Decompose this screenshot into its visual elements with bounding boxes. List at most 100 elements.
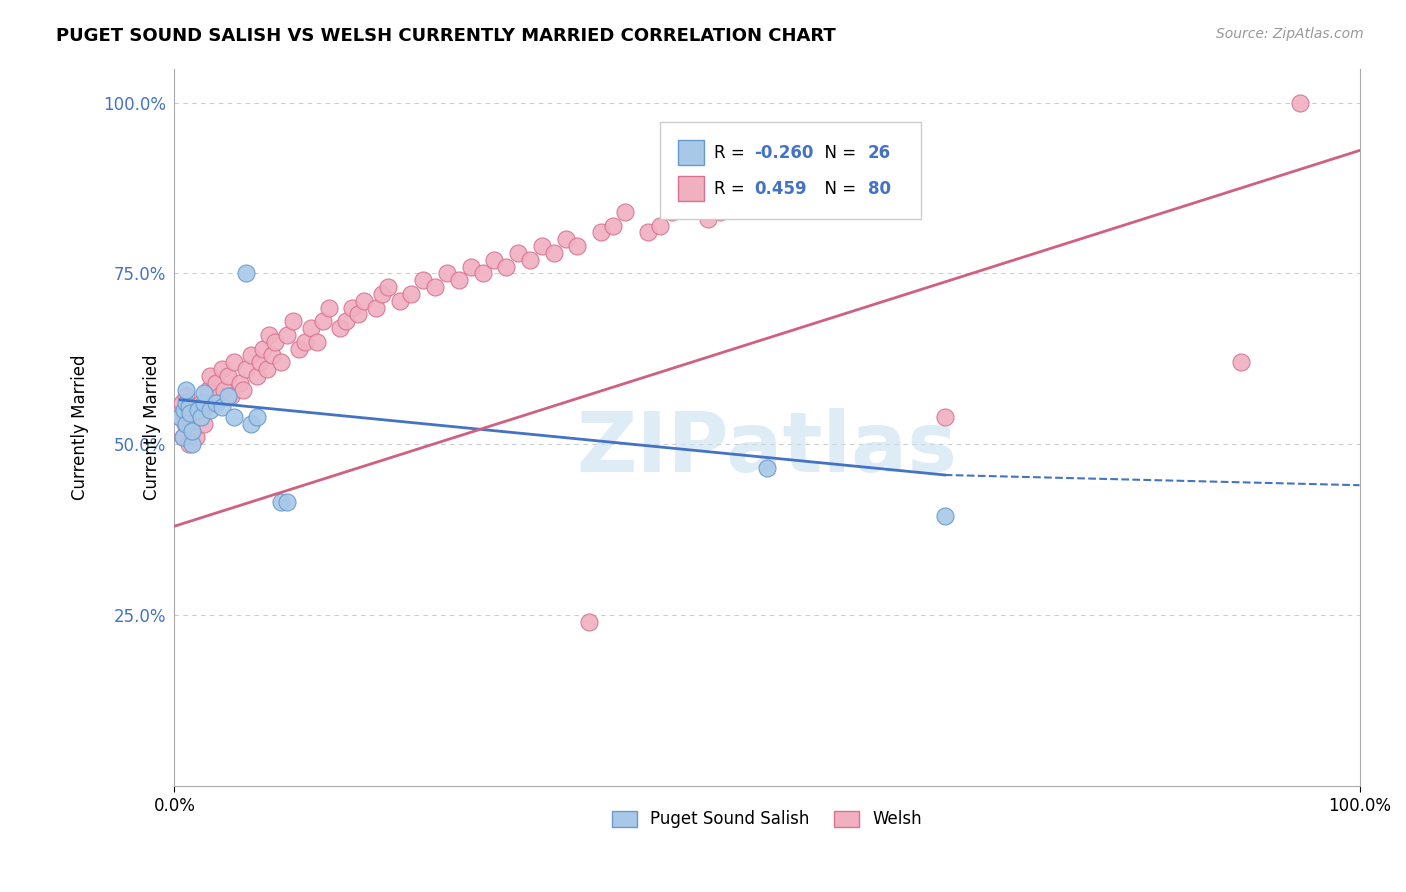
Point (181, 424, 204, 438)
Point (709, 205, 731, 219)
Point (235, 267, 257, 281)
Text: PUGET SOUND SALISH VS WELSH CURRENTLY MARRIED CORRELATION CHART: PUGET SOUND SALISH VS WELSH CURRENTLY MA… (56, 27, 837, 45)
Y-axis label: Currently Married: Currently Married (72, 354, 89, 500)
Point (211, 362, 233, 376)
Text: Source: ZipAtlas.com: Source: ZipAtlas.com (1216, 27, 1364, 41)
Point (222, 355, 245, 369)
Point (246, 409, 269, 424)
Point (567, 239, 589, 253)
Point (436, 267, 458, 281)
Point (193, 417, 215, 431)
Point (425, 280, 447, 294)
Point (294, 334, 316, 349)
Y-axis label: Currently Married: Currently Married (142, 354, 160, 500)
Point (170, 396, 193, 410)
Point (198, 368, 221, 383)
Point (318, 301, 340, 315)
Point (176, 383, 198, 397)
Point (471, 267, 494, 281)
Point (613, 205, 636, 219)
Point (191, 403, 214, 417)
Point (259, 327, 281, 342)
Text: N =: N = (814, 180, 862, 198)
Text: 0.459: 0.459 (754, 180, 807, 198)
Text: N =: N = (814, 145, 862, 162)
Point (190, 396, 212, 410)
Point (543, 246, 565, 260)
Point (508, 246, 530, 260)
Point (1289, 95, 1312, 110)
Text: ZIPatlas: ZIPatlas (576, 409, 957, 489)
Point (602, 219, 624, 233)
Text: 26: 26 (868, 145, 891, 162)
Point (217, 389, 239, 403)
Point (190, 409, 212, 424)
Point (530, 239, 553, 253)
Text: 80: 80 (868, 180, 891, 198)
Point (554, 232, 576, 246)
Point (177, 437, 200, 451)
Point (347, 308, 370, 322)
Point (260, 348, 283, 362)
Legend: Puget Sound Salish, Welsh: Puget Sound Salish, Welsh (605, 804, 929, 835)
Point (193, 386, 215, 401)
Point (1230, 355, 1253, 369)
Bar (678, 140, 704, 165)
Point (276, 495, 298, 509)
Text: R =: R = (714, 180, 749, 198)
Point (673, 191, 696, 205)
Point (305, 334, 328, 349)
Point (176, 389, 198, 403)
Text: R =: R = (714, 145, 749, 162)
Point (264, 334, 287, 349)
Point (650, 219, 672, 233)
Point (217, 368, 239, 383)
Point (934, 508, 956, 523)
Point (371, 287, 394, 301)
Point (169, 409, 191, 424)
Point (733, 191, 755, 205)
Point (201, 396, 224, 410)
Point (276, 327, 298, 342)
Point (249, 355, 271, 369)
Bar (678, 176, 704, 202)
Point (172, 430, 194, 444)
Point (578, 615, 600, 629)
Point (181, 437, 204, 451)
Point (181, 424, 204, 438)
Point (176, 396, 198, 410)
Point (934, 409, 956, 424)
Point (661, 205, 683, 219)
Point (412, 273, 434, 287)
Point (519, 252, 541, 267)
Point (176, 417, 198, 431)
FancyBboxPatch shape (661, 122, 921, 219)
Point (221, 389, 243, 403)
Point (183, 409, 205, 424)
Point (696, 211, 718, 226)
Point (353, 293, 375, 308)
Point (252, 342, 274, 356)
Point (240, 348, 263, 362)
Point (377, 280, 399, 294)
Point (212, 383, 235, 397)
Point (484, 252, 506, 267)
Point (211, 400, 233, 414)
Point (173, 407, 195, 421)
Point (172, 430, 194, 444)
Point (228, 376, 250, 390)
Point (235, 362, 257, 376)
Point (342, 301, 364, 315)
Point (401, 287, 423, 301)
Point (329, 321, 352, 335)
Point (198, 403, 221, 417)
Point (208, 389, 231, 403)
Point (179, 407, 201, 421)
Point (256, 362, 278, 376)
Point (311, 314, 333, 328)
Point (756, 178, 779, 192)
Point (232, 383, 254, 397)
Point (205, 396, 228, 410)
Point (335, 314, 357, 328)
Point (756, 461, 779, 475)
